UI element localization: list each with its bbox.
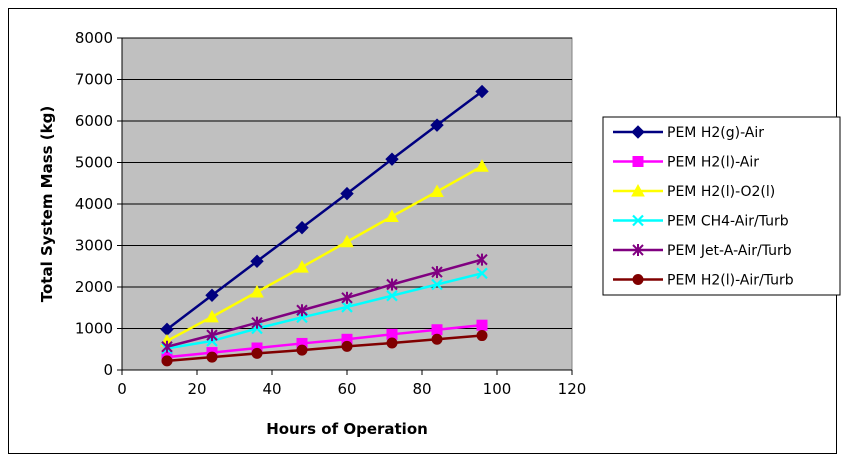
data-point [476, 319, 488, 331]
data-point [206, 351, 218, 363]
y-tick-label: 8000 [75, 29, 113, 47]
x-tick-label: 100 [483, 380, 512, 398]
y-tick-label: 3000 [75, 237, 113, 255]
x-tick-label: 20 [187, 380, 206, 398]
legend-entry: PEM H2(l)-Air [613, 155, 759, 171]
series-line [166, 258, 483, 348]
legend-entry: PEM H2(l)-Air/Turb [613, 273, 794, 289]
data-point [295, 260, 309, 273]
data-point [476, 330, 488, 342]
legend-entry: PEM CH4-Air/Turb [613, 214, 789, 230]
data-point [341, 301, 353, 313]
legend: PEM H2(g)-Air PEM H2(l)-Air PEM H2(l)-O2(l… [602, 116, 841, 296]
series-6 [161, 330, 488, 367]
legend-label: PEM H2(l)-O2(l) [667, 184, 775, 200]
y-tick-label: 1000 [75, 320, 113, 338]
y-axis-ticks: 0 1000 2000 3000 4000 5000 6000 7000 8000 [75, 29, 123, 379]
legend-label: PEM H2(l)-Air/Turb [667, 273, 794, 289]
series-5 [161, 253, 488, 353]
data-point [475, 159, 489, 172]
data-point [431, 333, 443, 345]
data-point [205, 309, 219, 323]
legend-box [602, 116, 841, 296]
data-point [251, 316, 263, 329]
data-point [250, 254, 264, 268]
data-point [251, 347, 263, 359]
y-tick-label: 6000 [75, 112, 113, 130]
x-tick-label: 120 [558, 380, 587, 398]
data-point [161, 355, 173, 367]
data-point [475, 84, 489, 99]
data-point [431, 278, 443, 291]
data-point [430, 184, 444, 198]
series-line [166, 272, 483, 350]
data-point [205, 288, 219, 303]
data-point [340, 186, 354, 201]
legend-label: PEM H2(g)-Air [667, 125, 764, 141]
y-tick-label: 0 [103, 361, 113, 379]
y-tick-label: 5000 [75, 154, 113, 172]
legend-marker [631, 125, 645, 139]
legend-entry: PEM H2(g)-Air [613, 125, 764, 141]
data-point [295, 220, 309, 235]
x-axis-title: Hours of Operation [266, 420, 428, 438]
legend-label: PEM CH4-Air/Turb [667, 214, 789, 230]
x-tick-label: 60 [337, 380, 356, 398]
data-point [431, 324, 443, 336]
legend-marker [632, 274, 644, 285]
data-point [385, 209, 399, 222]
data-point [161, 340, 173, 353]
legend-label: PEM Jet-A-Air/Turb [667, 243, 792, 259]
series-line [166, 165, 483, 343]
y-axis-title: Total System Mass (kg) [38, 106, 56, 302]
legend-entry: PEM H2(l)-O2(l) [613, 183, 775, 200]
series-line [166, 323, 483, 359]
data-point [430, 118, 444, 132]
legend-entry: PEM Jet-A-Air/Turb [613, 243, 792, 259]
data-point [206, 329, 218, 342]
x-tick-label: 0 [117, 380, 127, 398]
data-point [476, 253, 488, 266]
y-tick-label: 2000 [75, 278, 113, 296]
y-tick-label: 7000 [75, 71, 113, 89]
data-point [296, 304, 308, 317]
legend-label: PEM H2(l)-Air [667, 155, 759, 171]
x-tick-label: 80 [412, 380, 431, 398]
series-line [166, 334, 483, 363]
data-point [340, 234, 354, 248]
legend-marker [632, 244, 644, 256]
data-point [386, 289, 398, 302]
data-point [476, 267, 488, 280]
x-tick-label: 40 [262, 380, 281, 398]
data-point [386, 278, 398, 291]
data-point [250, 284, 264, 298]
y-tick-label: 4000 [75, 195, 113, 213]
legend-marker [632, 156, 644, 167]
data-point [341, 340, 353, 352]
legend-marker [631, 183, 645, 197]
data-point [385, 152, 399, 166]
data-point [431, 266, 443, 279]
data-point [386, 337, 398, 349]
data-point [341, 291, 353, 304]
data-point [296, 344, 308, 356]
series-line [166, 90, 483, 331]
x-axis-ticks: 0 20 40 60 80 100 120 [117, 369, 587, 398]
legend-marker [632, 214, 644, 227]
series-group [160, 84, 489, 367]
